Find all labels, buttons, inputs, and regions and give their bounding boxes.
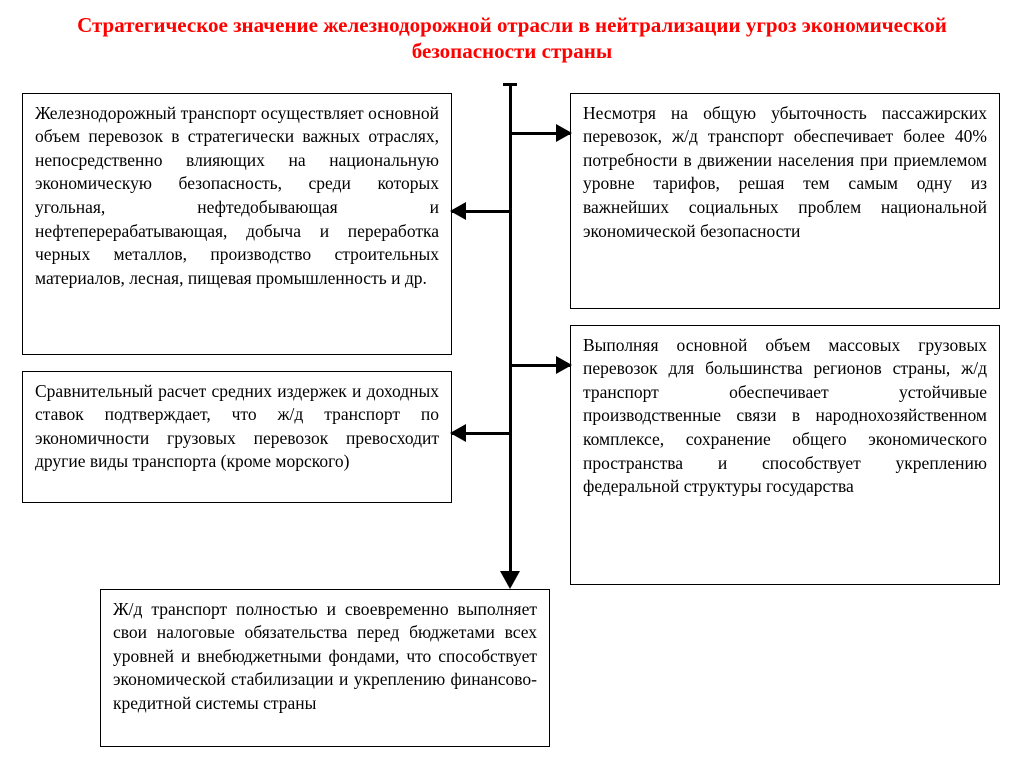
arrow-left-icon [450, 202, 466, 220]
box-left-2: Сравнительный расчет средних издержек и … [22, 371, 452, 503]
box-right-2: Выполняя основной объем массовых грузовы… [570, 325, 1000, 585]
arrow-left-icon [450, 424, 466, 442]
box-left-1: Железнодорожный транспорт осуществляет о… [22, 93, 452, 355]
box-right-1: Несмотря на общую убыточность пассажирск… [570, 93, 1000, 309]
arrow-right-icon [556, 124, 572, 142]
page-title: Стратегическое значение железнодорожной … [0, 0, 1024, 73]
flow-diagram: Железнодорожный транспорт осуществляет о… [0, 73, 1024, 753]
arrow-right-icon [556, 356, 572, 374]
spine-vertical-line [509, 83, 512, 573]
spine-arrow-down [500, 571, 520, 589]
box-bottom: Ж/д транспорт полностью и своевременно в… [100, 589, 550, 747]
